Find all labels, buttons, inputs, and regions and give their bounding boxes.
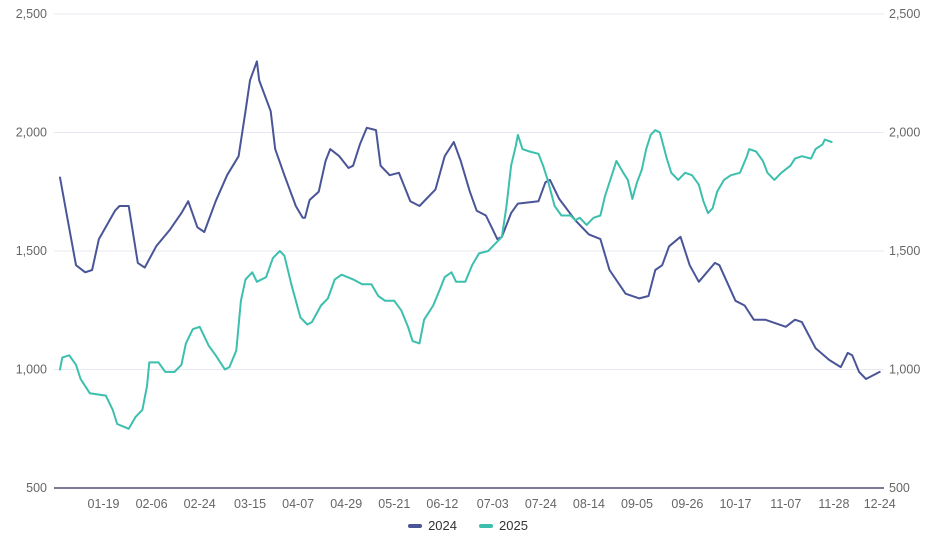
series-lines: [59, 60, 881, 430]
y-tick-label-right: 1,500: [889, 244, 920, 258]
line-chart: 500 1,000 1,500 2,000 2,500 500 1,000 1,500 2,0…: [16, 7, 921, 510]
series-line-2024[interactable]: [59, 60, 881, 380]
y-tick-label-left: 2,000: [16, 126, 47, 140]
x-tick-label: 03-15: [234, 497, 266, 510]
y-axis-left: 500 1,000 1,500 2,000 2,500: [16, 7, 47, 495]
y-tick-label-left: 1,500: [16, 244, 47, 258]
x-tick-label: 11-07: [770, 497, 801, 510]
x-tick-label: 05-21: [378, 497, 410, 510]
y-tick-label-right: 2,500: [889, 7, 920, 21]
legend-swatch-2024: [408, 523, 423, 528]
x-tick-label: 10-17: [719, 497, 751, 510]
legend-label-2024: 2024: [428, 518, 457, 533]
x-tick-label: 01-19: [88, 497, 120, 510]
series-line-2025[interactable]: [59, 129, 833, 430]
legend-item-2025[interactable]: 2025: [479, 518, 528, 533]
x-tick-label: 11-28: [818, 497, 849, 510]
legend-swatch-2025: [479, 523, 493, 528]
x-tick-label: 07-03: [477, 497, 509, 510]
x-tick-label: 02-24: [184, 497, 216, 510]
legend-item-2024[interactable]: 2024: [408, 518, 457, 533]
x-tick-label: 08-14: [573, 497, 605, 510]
x-tick-label: 04-29: [330, 497, 362, 510]
x-axis: 01-19 02-06 02-24 03-15 04-07 04-29 05-21 06-12…: [88, 497, 896, 510]
legend: 2024 2025: [0, 518, 936, 533]
y-tick-label-right: 2,000: [889, 126, 920, 140]
x-tick-label: 07-24: [525, 497, 557, 510]
x-tick-label: 09-26: [671, 497, 703, 510]
x-tick-label: 06-12: [426, 497, 458, 510]
x-tick-label: 02-06: [136, 497, 168, 510]
gridlines: [54, 13, 884, 489]
y-tick-label-right: 500: [889, 481, 910, 495]
legend-label-2025: 2025: [499, 518, 528, 533]
y-tick-label-left: 500: [26, 481, 47, 495]
y-tick-label-left: 1,000: [16, 363, 47, 377]
y-tick-label-right: 1,000: [889, 363, 920, 377]
y-axis-right: 500 1,000 1,500 2,000 2,500: [889, 7, 920, 495]
x-tick-label: 04-07: [282, 497, 314, 510]
x-tick-label: 09-05: [621, 497, 653, 510]
x-tick-label: 12-24: [864, 497, 896, 510]
y-tick-label-left: 2,500: [16, 7, 47, 21]
